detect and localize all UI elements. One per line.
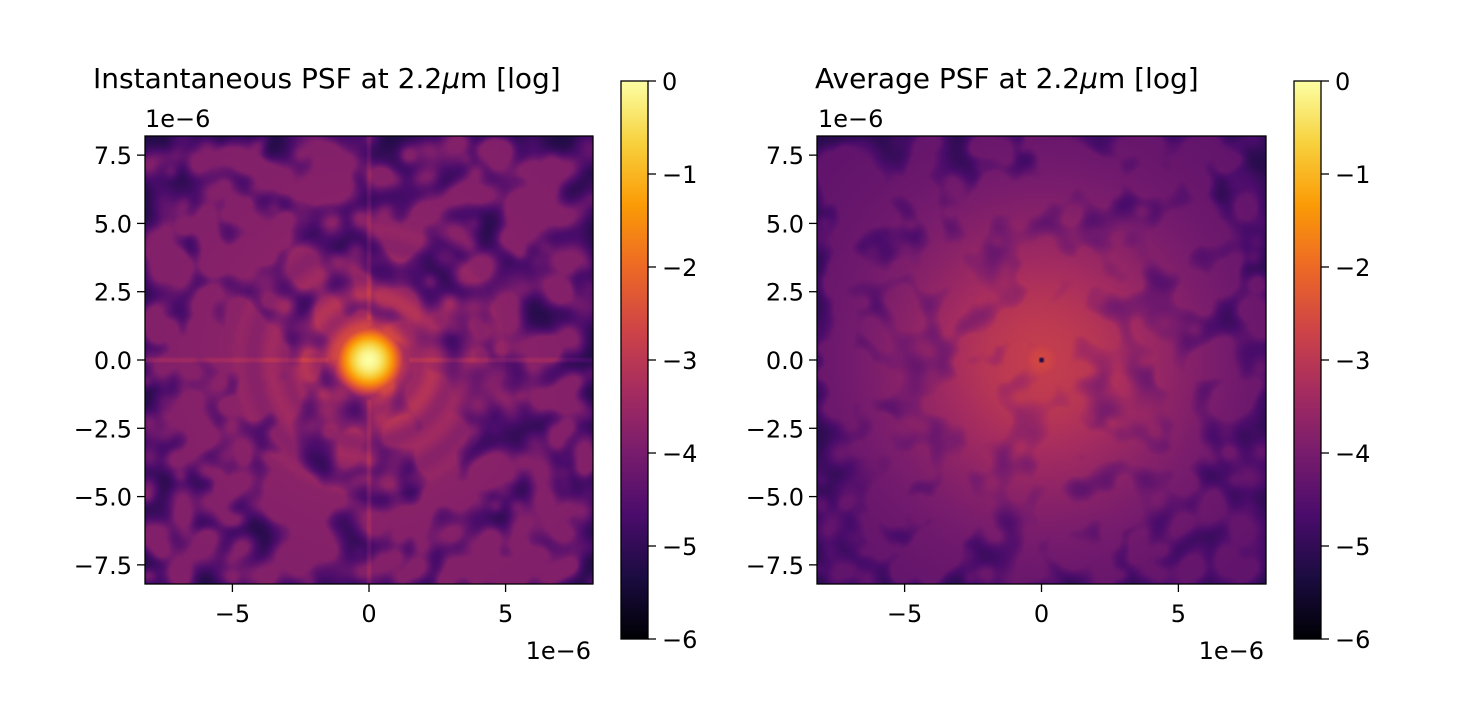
axes-instantaneous: −5 0 5 7.5 5.0 2.5 0.0 −2.5 −5.0 −7.5 xyxy=(74,142,514,628)
colorbar-tick-label: 0 xyxy=(662,68,677,96)
y-tick-label: −5.0 xyxy=(746,484,804,512)
colorbar-tick-label: −2 xyxy=(1335,254,1370,282)
x-tick-label: −5 xyxy=(887,600,922,628)
panel-instantaneous: Instantaneous PSF at 2.2μm [log] 1e−6 1e… xyxy=(74,62,698,665)
colorbar-tick-label: −5 xyxy=(1335,533,1370,561)
y-offset-label-instantaneous: 1e−6 xyxy=(145,105,210,133)
x-tick-label: 0 xyxy=(361,600,376,628)
title-average: Average PSF at 2.2μm [log] xyxy=(815,62,1199,95)
heatmap-average xyxy=(816,135,1267,585)
colorbar-tick-label: −5 xyxy=(662,533,697,561)
heatmap-image xyxy=(145,136,593,584)
colorbar-gradient xyxy=(1293,80,1322,640)
y-tick-label: −5.0 xyxy=(74,484,132,512)
x-tick-label: −5 xyxy=(215,600,250,628)
y-tick-label: 7.5 xyxy=(94,142,132,170)
colorbar-tick-label: 0 xyxy=(1335,68,1350,96)
colorbar-tick-label: −1 xyxy=(1335,161,1370,189)
title-instantaneous: Instantaneous PSF at 2.2μm [log] xyxy=(93,62,561,95)
x-tick-label: 5 xyxy=(1171,600,1186,628)
colorbar-tick-label: −4 xyxy=(662,440,697,468)
y-offset-label-average: 1e−6 xyxy=(818,105,883,133)
colorbar-tick-label: −2 xyxy=(662,254,697,282)
colorbar-instantaneous: 0 −1 −2 −3 −4 −5 −6 xyxy=(620,68,697,654)
y-tick-label: 0.0 xyxy=(94,347,132,375)
y-tick-label: −7.5 xyxy=(74,552,132,580)
heatmap-image xyxy=(817,136,1266,584)
colorbar-tick-label: −3 xyxy=(1335,347,1370,375)
panel-average: Average PSF at 2.2μm [log] 1e−6 1e−6 −5 0… xyxy=(746,62,1371,665)
x-offset-label-average: 1e−6 xyxy=(1199,637,1264,665)
colorbar-tick-label: −4 xyxy=(1335,440,1370,468)
colorbar-gradient xyxy=(620,80,649,640)
y-tick-label: −2.5 xyxy=(746,415,804,443)
y-tick-label: −7.5 xyxy=(746,552,804,580)
x-tick-label: 0 xyxy=(1034,600,1049,628)
x-tick-label: 5 xyxy=(498,600,513,628)
heatmap-instantaneous xyxy=(144,135,594,585)
y-tick-label: −2.5 xyxy=(74,415,132,443)
colorbar-tick-label: −6 xyxy=(662,626,697,654)
x-offset-label-instantaneous: 1e−6 xyxy=(526,637,591,665)
y-tick-label: 2.5 xyxy=(766,279,804,307)
y-tick-label: 5.0 xyxy=(94,210,132,238)
y-tick-label: 7.5 xyxy=(766,142,804,170)
colorbar-average: 0 −1 −2 −3 −4 −5 −6 xyxy=(1293,68,1370,654)
axes-average: −5 0 5 7.5 5.0 2.5 0.0 −2.5 −5.0 −7.5 xyxy=(746,142,1186,628)
colorbar-tick-label: −3 xyxy=(662,347,697,375)
colorbar-tick-label: −6 xyxy=(1335,626,1370,654)
colorbar-tick-label: −1 xyxy=(662,161,697,189)
y-tick-label: 2.5 xyxy=(94,279,132,307)
y-tick-label: 0.0 xyxy=(766,347,804,375)
y-tick-label: 5.0 xyxy=(766,210,804,238)
